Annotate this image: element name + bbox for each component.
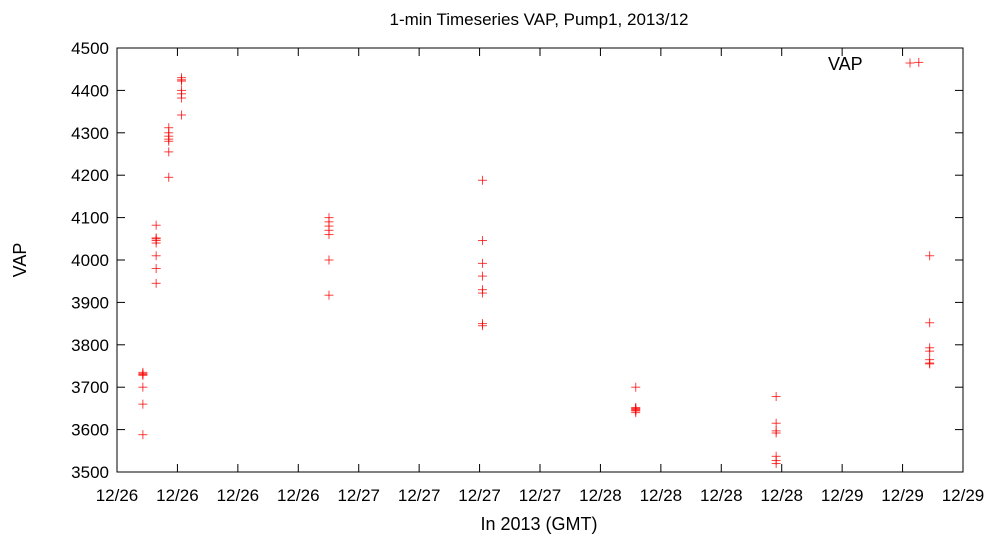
data-point — [177, 110, 187, 120]
data-point — [771, 418, 781, 428]
x-tick-label: 12/26 — [156, 486, 199, 505]
data-point — [151, 263, 161, 273]
data-point — [771, 392, 781, 402]
x-tick-label: 12/26 — [96, 486, 139, 505]
x-tick-label: 12/28 — [760, 486, 803, 505]
data-point — [925, 359, 935, 369]
y-tick-label: 4500 — [71, 39, 109, 58]
data-points — [138, 57, 935, 469]
data-point — [631, 408, 641, 418]
data-point — [151, 278, 161, 288]
x-tick-label: 12/27 — [398, 486, 441, 505]
data-point — [324, 230, 334, 240]
data-point — [177, 93, 187, 103]
legend-marker-vap — [905, 58, 915, 68]
x-tick-label: 12/29 — [881, 486, 924, 505]
data-point — [925, 318, 935, 328]
data-point — [477, 175, 487, 185]
data-point — [771, 428, 781, 438]
y-tick-label: 4100 — [71, 209, 109, 228]
plot-border — [116, 47, 964, 473]
y-tick-label: 3800 — [71, 336, 109, 355]
x-tick-label: 12/29 — [821, 486, 864, 505]
data-point — [631, 382, 641, 392]
x-tick-label: 12/28 — [700, 486, 743, 505]
data-point — [771, 459, 781, 469]
x-axis-title: In 2013 (GMT) — [480, 514, 597, 534]
data-point — [477, 235, 487, 245]
data-point — [477, 288, 487, 298]
data-point — [324, 255, 334, 265]
data-point — [164, 172, 174, 182]
x-tick-label: 12/28 — [579, 486, 622, 505]
y-tick-label: 4300 — [71, 124, 109, 143]
y-tick-label: 4200 — [71, 166, 109, 185]
data-point — [138, 369, 148, 379]
y-tick-label: 3700 — [71, 378, 109, 397]
x-tick-label: 12/27 — [519, 486, 562, 505]
y-axis: 3500 3600 3700 3800 3900 4000 4100 4200 4300 4400… — [71, 39, 963, 482]
data-point — [138, 399, 148, 409]
y-tick-label: 4000 — [71, 251, 109, 270]
data-point — [164, 136, 174, 146]
y-tick-label: 3600 — [71, 421, 109, 440]
data-point — [138, 430, 148, 440]
data-point — [151, 251, 161, 261]
y-axis-title: VAP — [10, 243, 30, 278]
data-point — [477, 258, 487, 268]
data-point — [151, 220, 161, 230]
x-tick-label: 12/28 — [640, 486, 683, 505]
data-point — [138, 382, 148, 392]
data-point — [914, 57, 924, 67]
x-tick-label: 12/29 — [942, 486, 985, 505]
x-tick-label: 12/27 — [337, 486, 380, 505]
data-point — [477, 321, 487, 331]
y-tick-label: 3900 — [71, 293, 109, 312]
data-point — [164, 147, 174, 157]
data-point — [151, 238, 161, 248]
x-tick-label: 12/27 — [458, 486, 501, 505]
legend-label-vap: VAP — [828, 54, 863, 74]
data-point — [477, 271, 487, 281]
y-tick-label: 4400 — [71, 81, 109, 100]
data-point — [324, 290, 334, 300]
x-axis: 12/26 12/26 12/26 12/26 12/27 12/27 12/27 12/27… — [96, 48, 985, 505]
plot-frame — [116, 47, 964, 473]
y-tick-label: 3500 — [71, 463, 109, 482]
x-tick-label: 12/26 — [277, 486, 320, 505]
data-point — [925, 251, 935, 261]
chart-title: 1-min Timeseries VAP, Pump1, 2013/12 — [390, 10, 689, 29]
x-tick-label: 12/26 — [217, 486, 260, 505]
legend: VAP — [828, 54, 915, 74]
data-point — [177, 75, 187, 85]
data-point — [925, 346, 935, 356]
